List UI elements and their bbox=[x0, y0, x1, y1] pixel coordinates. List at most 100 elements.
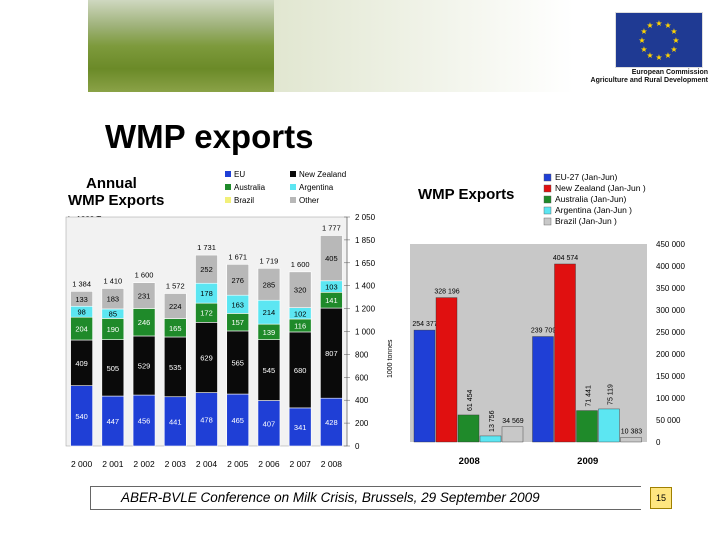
chart1-data-label: 98 bbox=[77, 308, 85, 317]
chart2-legend-swatch bbox=[543, 173, 552, 182]
chart1-legend-label: EU bbox=[234, 170, 245, 179]
chart1-bar-segment bbox=[195, 254, 218, 284]
chart2-ytick-label: 150 000 bbox=[656, 372, 685, 381]
chart2-value-label: 10 383 bbox=[621, 428, 643, 435]
chart2-bar bbox=[532, 336, 554, 443]
footer-box: ABER-BVLE Conference on Milk Crisis, Bru… bbox=[90, 486, 641, 510]
chart2-value-label: 71 441 bbox=[586, 385, 593, 407]
chart2-value-label: 254 377 bbox=[412, 321, 437, 328]
chart2-ytick-label: 50 000 bbox=[656, 416, 681, 425]
chart2-bar bbox=[501, 426, 524, 443]
chart1-data-label: 204 bbox=[75, 325, 88, 334]
chart2-value-label: 328 196 bbox=[434, 289, 459, 296]
chart1-data-label: 285 bbox=[263, 280, 276, 289]
chart2-legend-swatch bbox=[543, 184, 552, 193]
chart2-legend-label: EU-27 (Jan-Jun) bbox=[555, 172, 618, 182]
chart2-ytick-label: 0 bbox=[656, 438, 661, 447]
chart2-bar bbox=[435, 297, 458, 443]
chart1-data-label: 535 bbox=[169, 363, 182, 372]
svg-text:★: ★ bbox=[640, 27, 647, 36]
chart2-ytick-label: 100 000 bbox=[656, 394, 685, 403]
chart1-total-label: 1 671 bbox=[228, 252, 247, 261]
chart1-data-label: 407 bbox=[263, 419, 276, 428]
chart1-data-label: 165 bbox=[169, 324, 182, 333]
svg-text:★: ★ bbox=[638, 36, 645, 45]
chart1-data-label: 172 bbox=[200, 309, 213, 318]
chart2-legend: EU-27 (Jan-Jun)New Zealand (Jan-Jun )Aus… bbox=[543, 172, 646, 226]
chart1-total-label: 1 731 bbox=[197, 243, 216, 252]
chart1-data-label: 224 bbox=[169, 302, 182, 311]
svg-text:★: ★ bbox=[640, 45, 647, 54]
chart1-data-label: 183 bbox=[107, 295, 120, 304]
chart1-legend-label: New Zealand bbox=[299, 170, 346, 179]
chart2-value-label: 239 709 bbox=[531, 328, 556, 335]
footer-text: ABER-BVLE Conference on Milk Crisis, Bru… bbox=[121, 490, 540, 505]
chart2-value-label: 34 569 bbox=[502, 418, 524, 425]
chart2-value-label: 61 454 bbox=[467, 389, 474, 411]
chart1-data-label: 680 bbox=[294, 366, 307, 375]
chart1-data-label: 246 bbox=[138, 318, 151, 327]
chart1-xtick-label: 2 005 bbox=[227, 459, 249, 469]
chart2-xtick-label: 2009 bbox=[577, 456, 598, 467]
chart1-plot: 0 200 400 600 800 1 000 1 200 1 400 1 650 1 850 2 … bbox=[65, 213, 376, 469]
chart1-data-label: 102 bbox=[294, 309, 307, 318]
chart2-ytick-label: 450 000 bbox=[656, 240, 685, 249]
chart1-data-label: 478 bbox=[200, 415, 213, 424]
chart1-xtick-label: 2 008 bbox=[321, 459, 343, 469]
chart1-legend-label: Argentina bbox=[299, 183, 334, 192]
chart1-xtick-label: 2 003 bbox=[165, 459, 187, 469]
chart1-bar-segment bbox=[320, 235, 343, 282]
chart1-total-label: 1 600 bbox=[135, 271, 154, 280]
chart1-data-label: 116 bbox=[294, 321, 306, 330]
chart2-bar bbox=[413, 329, 436, 443]
cows-photo bbox=[88, 0, 274, 92]
chart1-title-line1: Annual bbox=[86, 175, 137, 192]
chart1-legend: EU New Zealand Australia Argentina Brazil Oth… bbox=[225, 170, 346, 205]
chart1-data-label: 545 bbox=[263, 366, 276, 375]
chart2-bar bbox=[457, 414, 480, 443]
page-title: WMP exports bbox=[105, 118, 314, 155]
chart2-legend-label: Brazil (Jan-Jun ) bbox=[555, 216, 617, 226]
chart1-data-label: 456 bbox=[138, 417, 151, 426]
chart1-xtick-label: 2 007 bbox=[290, 459, 312, 469]
chart1-data-label: 409 bbox=[75, 359, 88, 368]
chart1-bar-segment bbox=[257, 268, 281, 301]
chart2-bar bbox=[554, 263, 576, 443]
wmp-exports-chart-jan-jun: WMP Exports EU-27 (Jan-Jun)New Zealand (… bbox=[404, 168, 704, 472]
chart2-ytick-label: 350 000 bbox=[656, 284, 685, 293]
chart2-bar bbox=[598, 408, 620, 443]
chart2-title: WMP Exports bbox=[418, 186, 514, 203]
chart1-total-label: 1 384 bbox=[72, 279, 91, 288]
chart1-data-label: 441 bbox=[169, 417, 182, 426]
chart2-value-label: 75 119 bbox=[608, 384, 615, 405]
logo-line-1: European Commission bbox=[631, 69, 708, 76]
chart2-legend-label: Australia (Jan-Jun) bbox=[555, 194, 627, 204]
chart1-ytick-label: 1 850 bbox=[355, 236, 376, 245]
chart1-ytick-label: 200 bbox=[355, 419, 369, 428]
chart1-data-label: 565 bbox=[231, 358, 244, 367]
chart1-data-label: 157 bbox=[231, 318, 244, 327]
chart1-legend-label: Other bbox=[299, 196, 319, 205]
chart2-bar bbox=[576, 410, 598, 443]
chart1-data-label: 103 bbox=[325, 283, 338, 292]
svg-text:★: ★ bbox=[646, 21, 653, 30]
eu-stars-icon: ★ ★★ ★★★ ★★★ ★★★ bbox=[638, 19, 679, 62]
svg-text:★: ★ bbox=[670, 27, 677, 36]
chart1-bar-segment bbox=[101, 288, 125, 310]
chart1-ytick-label: 1 650 bbox=[355, 259, 376, 268]
chart1-legend-swatch bbox=[225, 197, 231, 203]
chart1-data-label: 141 bbox=[325, 296, 338, 305]
chart1-ytick-label: 600 bbox=[355, 373, 369, 382]
svg-text:★: ★ bbox=[655, 19, 662, 28]
chart1-data-label: 190 bbox=[107, 325, 120, 334]
chart1-bar-segment bbox=[226, 264, 250, 296]
chart1-ytick-label: 1 400 bbox=[355, 282, 376, 291]
chart2-bar bbox=[479, 435, 502, 443]
svg-text:★: ★ bbox=[670, 45, 677, 54]
svg-text:★: ★ bbox=[672, 36, 679, 45]
chart1-data-label: 807 bbox=[325, 349, 338, 358]
svg-text:★: ★ bbox=[646, 51, 653, 60]
chart1-bar-segment bbox=[163, 293, 187, 319]
chart1-data-label: 405 bbox=[325, 254, 338, 263]
chart1-xtick-label: 2 006 bbox=[258, 459, 280, 469]
